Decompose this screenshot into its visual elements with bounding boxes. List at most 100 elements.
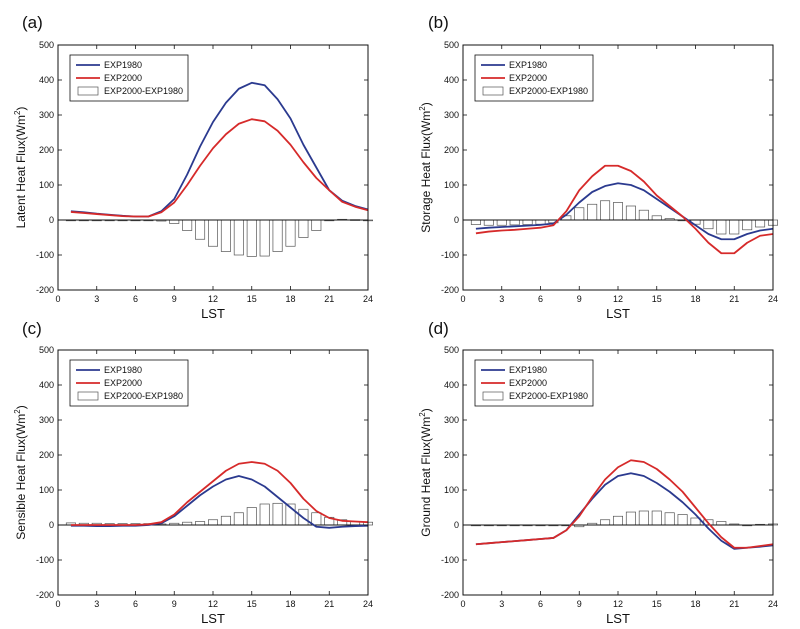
storage-legend-diff-label: EXP2000-EXP1980 (509, 86, 588, 96)
ground-legend-diff-swatch (482, 391, 504, 401)
sensible-xtick-label: 24 (363, 599, 373, 609)
ground-xtick-label: 3 (499, 599, 504, 609)
sensible-diff-bar (233, 512, 244, 526)
ground-ytick-label: -200 (441, 590, 459, 600)
ground-diff-bar (651, 510, 662, 526)
sensible-xtick-label: 18 (285, 599, 295, 609)
sensible-xtick-label: 21 (324, 599, 334, 609)
latent-panel-label: (a) (22, 13, 43, 32)
storage-xtick-label: 24 (768, 294, 778, 304)
ground-xtick-label: 9 (577, 599, 582, 609)
storage-ytick-label: 200 (444, 145, 459, 155)
ground-xtick-label: 6 (538, 599, 543, 609)
ground-xlabel: LST (606, 611, 630, 626)
latent-diff-bar (285, 219, 296, 247)
storage-diff-bar (574, 207, 585, 221)
sensible-legend-diff-label: EXP2000-EXP1980 (104, 391, 183, 401)
latent-ytick-label: 100 (39, 180, 54, 190)
sensible-diff-bar (311, 512, 322, 526)
latent-diff-bar (169, 219, 180, 224)
ground-xtick-label: 18 (690, 599, 700, 609)
sensible-diff-bar (195, 521, 206, 526)
latent-exp1980-line (70, 81, 369, 218)
ground-xtick-label: 0 (460, 599, 465, 609)
sensible-xtick-label: 3 (94, 599, 99, 609)
storage-legend-exp2000-label: EXP2000 (509, 73, 547, 83)
storage-xtick-label: 0 (460, 294, 465, 304)
ground-diff-bar (664, 512, 675, 526)
latent-diff-bar (272, 219, 283, 252)
latent-legend-diff-swatch (77, 86, 99, 96)
latent-diff-bar (182, 219, 193, 231)
ground-exp2000-line (475, 459, 774, 549)
storage-diff-bar (716, 219, 727, 235)
ground-xtick-label: 15 (652, 599, 662, 609)
ground-diff-bar (716, 521, 727, 526)
latent-xtick-label: 24 (363, 294, 373, 304)
latent-xtick-label: 0 (55, 294, 60, 304)
latent-xtick-label: 15 (247, 294, 257, 304)
storage-xtick-label: 18 (690, 294, 700, 304)
sensible-legend-diff-swatch (77, 391, 99, 401)
storage-diff-bar (638, 209, 649, 221)
sensible-diff-bar (246, 507, 257, 526)
latent-ytick-label: 500 (39, 40, 54, 50)
storage-diff-bar (703, 219, 714, 230)
storage-xtick-label: 9 (577, 294, 582, 304)
latent-xtick-label: 18 (285, 294, 295, 304)
storage-diff-bar (496, 219, 507, 226)
storage-xtick-label: 21 (729, 294, 739, 304)
latent-legend-exp1980-label: EXP1980 (104, 60, 142, 70)
ground-ytick-label: 300 (444, 415, 459, 425)
sensible-exp1980-line (70, 475, 369, 529)
sensible-ytick-label: 500 (39, 345, 54, 355)
storage-xtick-label: 15 (652, 294, 662, 304)
latent-ytick-label: 0 (49, 215, 54, 225)
ground-panel-label: (d) (428, 319, 449, 338)
latent-xtick-label: 12 (208, 294, 218, 304)
latent-xlabel: LST (201, 306, 225, 321)
ground-diff-bar (612, 515, 623, 526)
ground-legend-exp1980-label: EXP1980 (509, 365, 547, 375)
sensible-ylabel: Sensible Heat Flux(Wm2) (13, 405, 28, 540)
latent-xtick-label: 21 (324, 294, 334, 304)
storage-ylabel: Storage Heat Flux(Wm2) (418, 102, 433, 233)
latent-diff-bar (298, 219, 309, 238)
sensible-diff-bar (272, 502, 283, 526)
ground-xtick-label: 21 (729, 599, 739, 609)
sensible-ytick-label: 300 (39, 415, 54, 425)
ground-diff-bar (638, 510, 649, 526)
sensible-xtick-label: 9 (172, 599, 177, 609)
storage-ytick-label: 100 (444, 180, 459, 190)
storage-diff-bar (742, 219, 753, 231)
latent-ytick-label: 300 (39, 110, 54, 120)
latent-ytick-label: 200 (39, 145, 54, 155)
sensible-diff-bar (259, 503, 270, 526)
storage-diff-bar (522, 219, 533, 225)
sensible-xtick-label: 15 (247, 599, 257, 609)
storage-diff-bar (483, 219, 494, 226)
sensible-ytick-label: -100 (36, 555, 54, 565)
storage-diff-bar (470, 219, 481, 225)
sensible-exp2000-line (70, 461, 369, 526)
sensible-diff-bar (208, 519, 219, 526)
storage-ytick-label: 500 (444, 40, 459, 50)
sensible-ytick-label: 0 (49, 520, 54, 530)
storage-exp2000-line (475, 164, 774, 255)
latent-diff-bar (259, 219, 270, 257)
storage-ytick-label: -200 (441, 285, 459, 295)
latent-ylabel: Latent Heat Flux(Wm2) (13, 107, 28, 229)
sensible-ytick-label: 200 (39, 450, 54, 460)
latent-diff-bar (195, 219, 206, 240)
storage-xtick-label: 12 (613, 294, 623, 304)
storage-diff-bar (729, 219, 740, 235)
sensible-diff-bar (220, 515, 231, 526)
sensible-legend-exp2000-label: EXP2000 (104, 378, 142, 388)
sensible-legend-exp1980-label: EXP1980 (104, 365, 142, 375)
storage-diff-bar (625, 205, 636, 221)
storage-diff-bar (600, 200, 611, 221)
ground-ytick-label: 500 (444, 345, 459, 355)
storage-diff-bar (612, 202, 623, 221)
